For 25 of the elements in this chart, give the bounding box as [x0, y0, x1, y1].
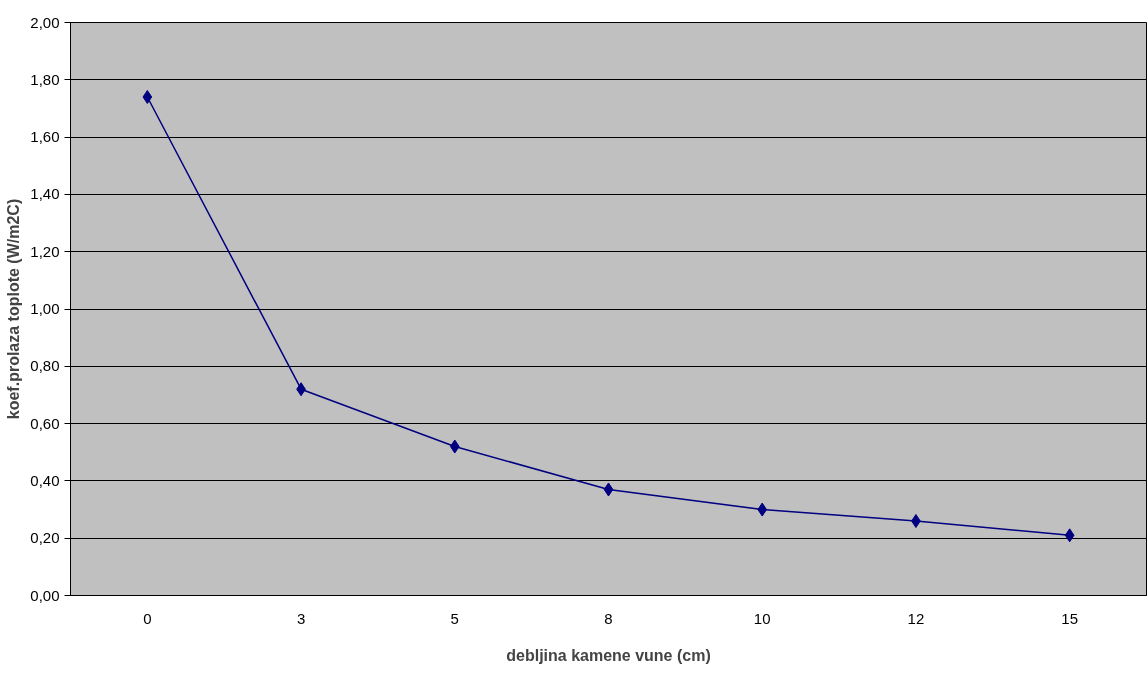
y-tick-label: 1,40: [30, 185, 60, 203]
y-tick-label: 0,40: [30, 471, 60, 489]
x-tick-label: 10: [753, 609, 771, 627]
x-tick-label: 12: [907, 609, 925, 627]
point: [757, 502, 768, 517]
y-tick-label: 1,60: [30, 128, 60, 146]
y-tick-label: 0,60: [30, 414, 60, 432]
point: [603, 482, 614, 497]
x-tick-label: 3: [296, 609, 306, 627]
y-tick-label: 0,20: [30, 529, 60, 547]
x-tick-label: 8: [604, 609, 613, 627]
x-axis-title: debljina kamene vune (cm): [506, 646, 711, 664]
point: [142, 89, 153, 104]
y-tick-label: 1,80: [30, 70, 60, 88]
y-tick-label: 1,00: [30, 300, 60, 317]
point: [1064, 528, 1075, 543]
y-axis-title: koef.prolaza toplote (W/m2C): [5, 198, 23, 420]
point: [449, 439, 460, 454]
y-tick-label: 0,80: [30, 357, 60, 375]
y-tick-label: 1,20: [30, 242, 60, 260]
y-tick-label: 2,00: [30, 13, 60, 31]
y-tick-label: 0,00: [30, 586, 60, 604]
x-tick-label: 0: [143, 609, 152, 627]
x-tick-label: 15: [1061, 609, 1078, 627]
x-tick-label: 5: [450, 609, 459, 627]
